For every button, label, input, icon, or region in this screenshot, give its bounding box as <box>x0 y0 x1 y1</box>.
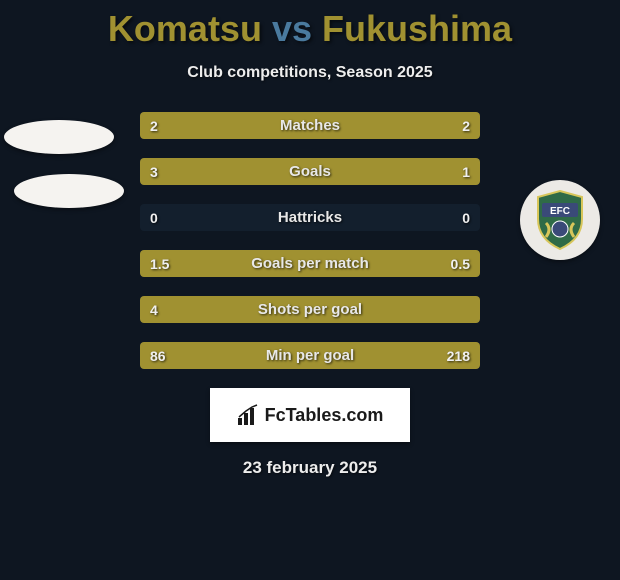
stat-row: 86218Min per goal <box>140 342 480 369</box>
stat-label: Hattricks <box>140 204 480 231</box>
crest-icon: EFC <box>532 189 588 251</box>
fctables-icon <box>237 404 259 426</box>
stat-label: Shots per goal <box>140 296 480 323</box>
stat-row: 4Shots per goal <box>140 296 480 323</box>
stat-row: 1.50.5Goals per match <box>140 250 480 277</box>
subtitle: Club competitions, Season 2025 <box>0 64 620 82</box>
stat-label: Min per goal <box>140 342 480 369</box>
team-logo-left-1 <box>4 120 114 154</box>
footer-badge: FcTables.com <box>210 388 410 442</box>
svg-text:EFC: EFC <box>550 206 570 217</box>
stat-label: Matches <box>140 112 480 139</box>
title-vs: vs <box>272 8 312 49</box>
stat-row: 00Hattricks <box>140 204 480 231</box>
stat-label: Goals <box>140 158 480 185</box>
title-player1: Komatsu <box>108 8 262 49</box>
team-logo-left-2 <box>14 174 124 208</box>
footer-text: FcTables.com <box>265 405 384 426</box>
stat-row: 22Matches <box>140 112 480 139</box>
stat-label: Goals per match <box>140 250 480 277</box>
title-player2: Fukushima <box>322 8 512 49</box>
team-crest-right: EFC <box>520 180 600 260</box>
stat-row: 31Goals <box>140 158 480 185</box>
page-title: Komatsu vs Fukushima <box>0 0 620 50</box>
date-text: 23 february 2025 <box>0 458 620 478</box>
stat-bars: 22Matches 31Goals 00Hattricks 1.50.5Goals p… <box>140 112 480 369</box>
